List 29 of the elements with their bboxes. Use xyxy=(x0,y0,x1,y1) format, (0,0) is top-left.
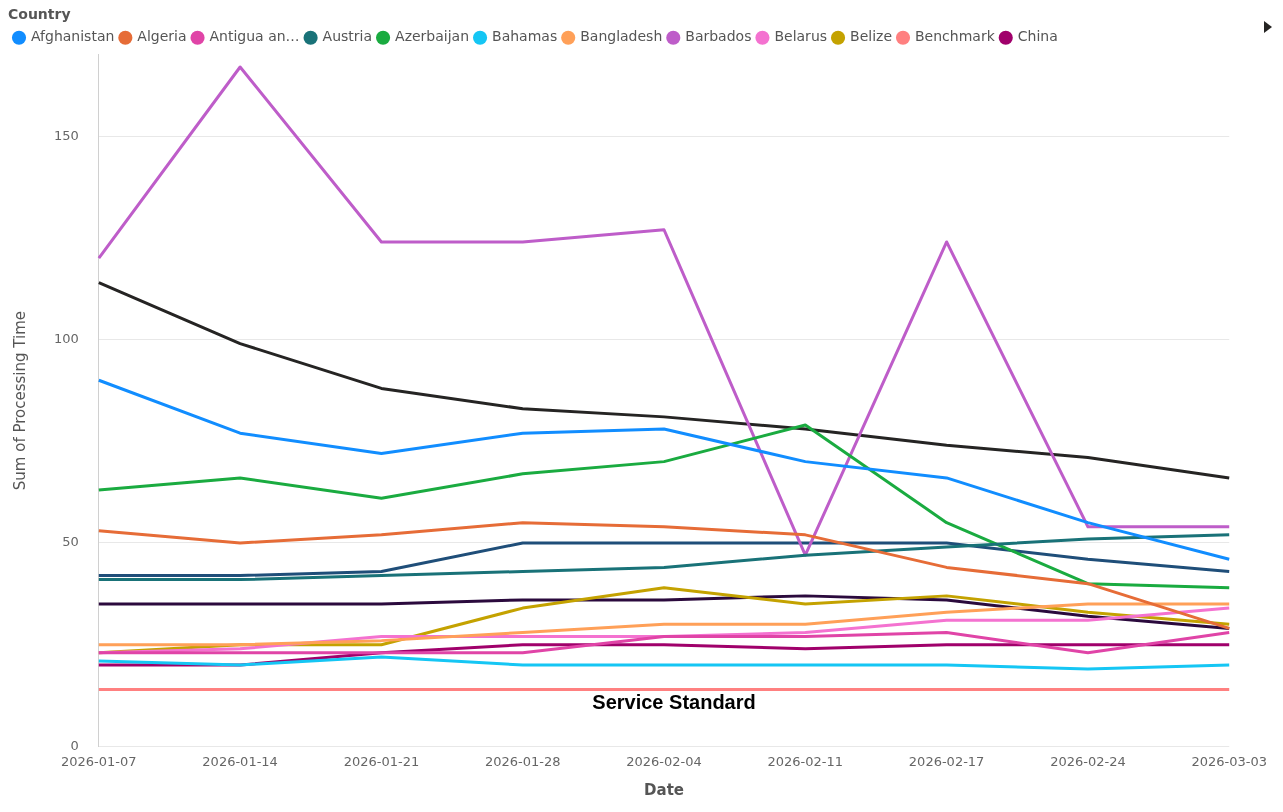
y-tick-label: 100 xyxy=(53,330,79,346)
y-tick-label: 50 xyxy=(62,534,79,550)
legend-label: Barbados xyxy=(685,28,752,45)
legend-label: Algeria xyxy=(137,28,187,45)
legend-label: Afghanistan xyxy=(31,28,115,45)
x-axis-title: Date xyxy=(644,780,684,799)
legend-label: Benchmark xyxy=(915,28,996,45)
legend-label: Antigua an… xyxy=(209,28,300,45)
x-tick-label: 2026-01-28 xyxy=(484,753,561,769)
x-tick-label: 2026-02-11 xyxy=(767,753,844,769)
legend-label: Azerbaijan xyxy=(395,28,470,45)
legend-label: Belarus xyxy=(774,28,828,45)
legend-label: Bangladesh xyxy=(580,28,663,45)
legend-label: Austria xyxy=(322,28,373,45)
annotation: Service Standard xyxy=(592,690,756,713)
x-tick-label: 2026-01-07 xyxy=(61,753,137,769)
x-tick-label: 2026-02-04 xyxy=(626,753,702,769)
y-tick-label: 150 xyxy=(53,127,79,143)
x-tick-label: 2026-01-21 xyxy=(343,753,420,769)
y-axis-title: Sum of Processing Time xyxy=(10,310,29,491)
x-tick-label: 2026-01-14 xyxy=(202,753,278,769)
legend-label: Belize xyxy=(850,28,893,45)
x-tick-label: 2026-02-24 xyxy=(1050,753,1126,769)
legend-title: Country xyxy=(8,5,71,22)
legend-label: China xyxy=(1017,28,1058,45)
x-tick-label: 2026-02-17 xyxy=(908,753,985,769)
x-tick-label: 2026-03-03 xyxy=(1191,753,1268,769)
y-tick-label: 0 xyxy=(70,737,79,753)
legend-label: Bahamas xyxy=(492,28,558,45)
